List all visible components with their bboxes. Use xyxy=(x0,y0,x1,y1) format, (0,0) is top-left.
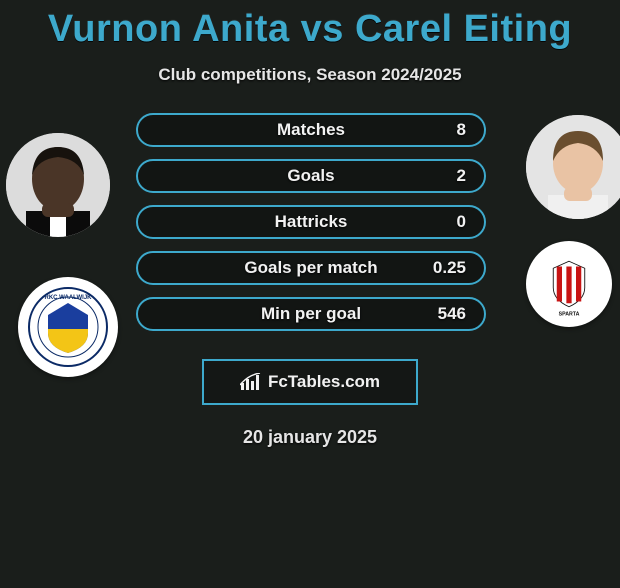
date-text: 20 january 2025 xyxy=(0,427,620,448)
stat-value: 8 xyxy=(457,120,466,140)
sparta-rotterdam-crest-icon: SPARTA xyxy=(534,249,604,319)
stat-label: Min per goal xyxy=(261,304,361,324)
stat-row: Goals 2 xyxy=(136,159,486,193)
comparison-panel: RKC WAALWIJK SPARTA Matches 8 Goals 2 Ha… xyxy=(0,113,620,353)
branding-text: FcTables.com xyxy=(268,372,380,392)
player-left-avatar xyxy=(6,133,110,237)
stats-list: Matches 8 Goals 2 Hattricks 0 Goals per … xyxy=(136,113,486,343)
subtitle: Club competitions, Season 2024/2025 xyxy=(0,65,620,85)
stat-row: Min per goal 546 xyxy=(136,297,486,331)
stat-label: Hattricks xyxy=(275,212,348,232)
stat-row: Hattricks 0 xyxy=(136,205,486,239)
stat-value: 0 xyxy=(457,212,466,232)
stat-row: Goals per match 0.25 xyxy=(136,251,486,285)
stat-label: Goals xyxy=(287,166,334,186)
club-right-crest: SPARTA xyxy=(526,241,612,327)
rkc-waalwijk-crest-icon: RKC WAALWIJK xyxy=(28,287,108,367)
player-right-avatar xyxy=(526,115,620,219)
svg-text:RKC WAALWIJK: RKC WAALWIJK xyxy=(45,295,93,301)
page-title: Vurnon Anita vs Carel Eiting xyxy=(0,8,620,51)
stat-label: Goals per match xyxy=(244,258,377,278)
bar-chart-icon xyxy=(240,373,262,391)
stat-label: Matches xyxy=(277,120,345,140)
stat-value: 546 xyxy=(438,304,466,324)
branding-box: FcTables.com xyxy=(202,359,418,405)
stat-row: Matches 8 xyxy=(136,113,486,147)
club-left-crest: RKC WAALWIJK xyxy=(18,277,118,377)
svg-text:SPARTA: SPARTA xyxy=(559,312,580,318)
stat-value: 0.25 xyxy=(433,258,466,278)
stat-value: 2 xyxy=(457,166,466,186)
player-right-portrait xyxy=(526,115,620,219)
player-left-portrait xyxy=(6,133,110,237)
